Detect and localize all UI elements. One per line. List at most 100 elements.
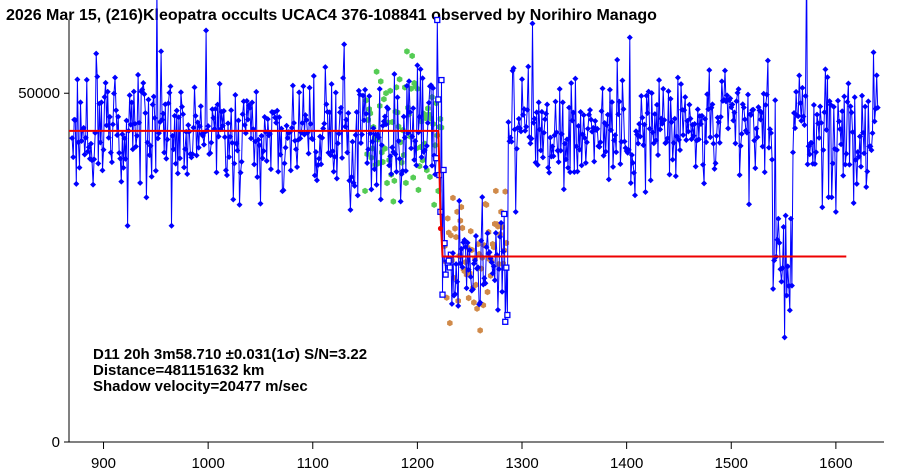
- target-point: [617, 161, 624, 168]
- target-point: [142, 109, 149, 116]
- target-point: [429, 162, 436, 169]
- target-point: [297, 135, 304, 142]
- target-point: [499, 288, 506, 295]
- target-point: [488, 259, 495, 266]
- target-point: [233, 140, 240, 147]
- target-point: [535, 99, 542, 106]
- target-point: [373, 181, 380, 188]
- target-point: [281, 160, 288, 167]
- target-point: [365, 146, 372, 153]
- target-point: [581, 134, 588, 141]
- comparison-point: [403, 179, 409, 187]
- target-point: [565, 164, 572, 171]
- comparison-point: [502, 188, 508, 195]
- target-point: [836, 118, 843, 125]
- target-point: [503, 264, 510, 271]
- target-point: [254, 173, 261, 180]
- target-point: [798, 117, 805, 124]
- target-point: [557, 147, 564, 154]
- target-point: [322, 64, 329, 71]
- target-point: [478, 237, 485, 244]
- target-point: [786, 307, 793, 314]
- target-point: [151, 115, 158, 122]
- target-point: [871, 118, 878, 125]
- target-point: [681, 107, 688, 114]
- target-point: [396, 155, 403, 162]
- target-point: [421, 147, 428, 154]
- target-point: [141, 91, 148, 98]
- comparison-point: [390, 198, 397, 205]
- target-point: [385, 105, 392, 112]
- target-point: [552, 98, 559, 105]
- comparison-point: [427, 173, 433, 181]
- target-point: [403, 82, 410, 89]
- target-point: [275, 168, 282, 175]
- target-point: [276, 114, 283, 121]
- target-point: [573, 143, 580, 150]
- target-point: [819, 204, 826, 211]
- target-point: [536, 126, 543, 133]
- target-point: [669, 156, 676, 163]
- target-point: [191, 84, 198, 91]
- target-point: [333, 175, 340, 182]
- target-point: [691, 121, 698, 128]
- target-point: [523, 123, 530, 130]
- target-point: [117, 155, 124, 162]
- target-point: [700, 161, 707, 168]
- target-point: [251, 161, 258, 168]
- target-point: [78, 138, 85, 145]
- target-point: [122, 155, 129, 162]
- target-point: [445, 257, 452, 264]
- target-point: [354, 192, 361, 199]
- target-point: [98, 99, 105, 106]
- target-point: [636, 120, 643, 127]
- x-tick-label: 1400: [610, 455, 643, 472]
- target-point: [547, 134, 554, 141]
- comparison-point: [384, 179, 390, 187]
- target-point: [537, 147, 544, 154]
- comparison-point: [468, 228, 474, 235]
- target-point: [223, 172, 230, 179]
- target-point: [287, 167, 294, 174]
- target-point: [729, 101, 736, 108]
- target-point: [130, 88, 137, 95]
- target-point: [707, 134, 714, 141]
- target-point: [862, 103, 869, 110]
- target-point: [620, 106, 627, 113]
- comparison-point: [425, 105, 431, 112]
- target-point: [591, 158, 598, 165]
- target-point: [639, 114, 646, 121]
- target-point: [655, 151, 662, 158]
- target-point: [870, 49, 877, 56]
- target-point: [787, 215, 794, 222]
- target-point: [347, 206, 354, 213]
- target-point: [73, 180, 80, 187]
- target-point: [440, 166, 447, 174]
- target-point: [840, 172, 847, 179]
- target-point: [469, 286, 476, 293]
- target-point: [678, 81, 685, 88]
- target-point: [463, 285, 470, 292]
- target-point: [370, 125, 377, 132]
- comparison-point: [373, 68, 380, 75]
- target-point: [465, 266, 472, 273]
- target-point: [225, 120, 232, 127]
- x-tick-label: 1100: [297, 455, 329, 472]
- target-point: [132, 143, 139, 150]
- target-point: [323, 101, 330, 108]
- target-point: [874, 104, 881, 111]
- target-point: [299, 119, 306, 126]
- target-point: [95, 160, 102, 167]
- target-point: [711, 165, 718, 172]
- target-point: [580, 112, 587, 119]
- target-point: [599, 85, 606, 92]
- target-point: [608, 99, 615, 106]
- target-point: [695, 136, 702, 143]
- target-point: [310, 73, 317, 80]
- target-point: [221, 134, 228, 141]
- target-point: [203, 27, 210, 34]
- target-point: [438, 76, 445, 84]
- target-point: [830, 103, 837, 110]
- target-point: [352, 131, 359, 138]
- target-point: [538, 108, 545, 115]
